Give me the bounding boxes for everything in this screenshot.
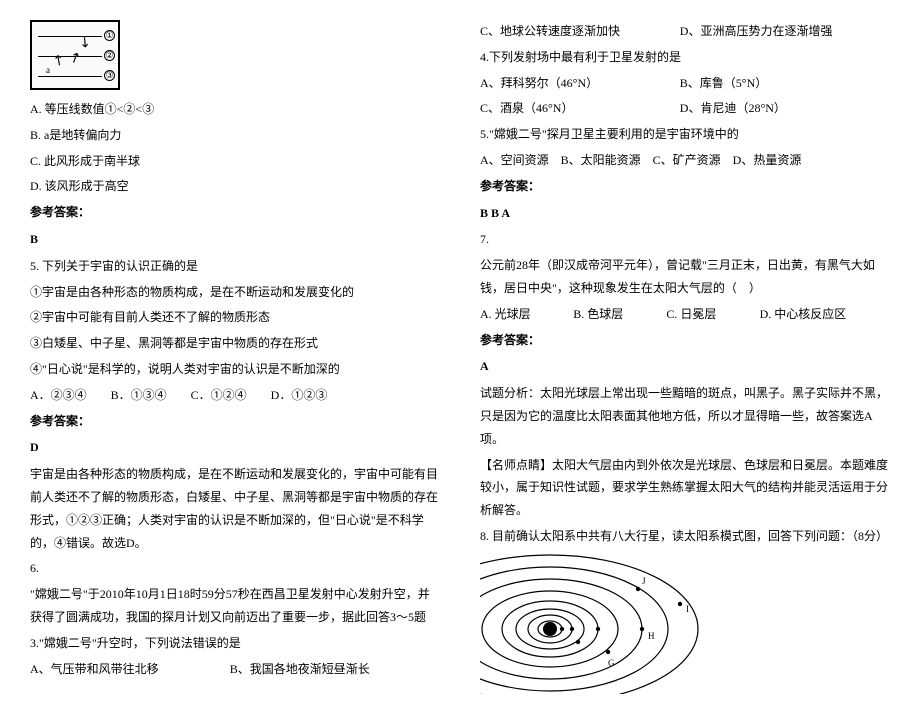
svg-text:J: J xyxy=(642,576,646,586)
opt-d: D. 该风形成于高空 xyxy=(30,175,440,198)
answer-heading-r2: 参考答案： xyxy=(480,329,890,352)
q7-num: 7. xyxy=(480,228,890,251)
q5b-opts: A、空间资源 B、太阳能资源 C、矿产资源 D、热量资源 xyxy=(480,149,890,172)
svg-text:H: H xyxy=(648,631,655,641)
answer-heading: 参考答案： xyxy=(30,201,440,224)
q7-opts: A. 光球层 B. 色球层 C. 日冕层 D. 中心核反应区 xyxy=(480,303,890,326)
q7-b: B. 色球层 xyxy=(573,303,663,326)
q3-d: D、亚洲高压势力在逐渐增强 xyxy=(680,20,877,43)
q3-a: A、气压带和风带往北移 xyxy=(30,658,227,681)
q7-stem: 公元前28年（即汉成帝河平元年），曾记载"三月正末，日出黄，有黑气大如钱，居日中… xyxy=(480,254,890,300)
answer-4: B xyxy=(30,228,440,251)
right-column: C、地球公转速度逐渐加快 D、亚洲高压势力在逐渐增强 4.下列发射场中最有利于卫… xyxy=(480,20,890,694)
q7-d: D. 中心核反应区 xyxy=(760,303,883,326)
q7-a: A. 光球层 xyxy=(480,303,570,326)
q7-exp2: 【名师点睛】太阳大气层由内到外依次是光球层、色球层和日冕层。本题难度较小，属于知… xyxy=(480,454,890,522)
isobar-diagram: ① ② ③ ↗ ↗ ↘ a xyxy=(30,20,120,90)
q5-stem: 5. 下列关于宇宙的认识正确的是 xyxy=(30,255,440,278)
q7-exp1: 试题分析：太阳光球层上常出现一些黯暗的斑点，叫黑子。黑子实际并不黑，只是因为它的… xyxy=(480,382,890,450)
opt-a: A. 等压线数值①<②<③ xyxy=(30,98,440,121)
q5-explanation: 宇宙是由各种形态的物质构成，是在不断运动和发展变化的，宇宙中可能有目前人类还不了… xyxy=(30,463,440,554)
q5-4: ④"日心说"是科学的，说明人类对宇宙的认识是不断加深的 xyxy=(30,358,440,381)
opt-c: C. 此风形成于南半球 xyxy=(30,150,440,173)
q4-stem: 4.下列发射场中最有利于卫星发射的是 xyxy=(480,46,890,69)
svg-text:I: I xyxy=(686,604,689,614)
q6-num: 6. xyxy=(30,557,440,580)
circled-2: ② xyxy=(104,50,115,61)
q5-2: ②宇宙中可能有目前人类还不了解的物质形态 xyxy=(30,306,440,329)
q6-stem: "嫦娥二号"于2010年10月1日18时59分57秒在西昌卫星发射中心发射升空，… xyxy=(30,583,440,629)
solar-system-diagram: G H I J xyxy=(480,554,730,694)
q5-opts: A．②③④ B．①③④ C．①②④ D．①②③ xyxy=(30,384,440,407)
q3-opts-ab: A、气压带和风带往北移 B、我国各地夜渐短昼渐长 xyxy=(30,658,440,681)
q4-b: B、库鲁（5°N） xyxy=(680,72,877,95)
q7-c: C. 日冕层 xyxy=(666,303,756,326)
circled-3: ③ xyxy=(104,70,115,81)
q4-opts-ab: A、拜科努尔（46°N） B、库鲁（5°N） xyxy=(480,72,890,95)
q3-c: C、地球公转速度逐渐加快 xyxy=(480,20,677,43)
q3-opts-cd: C、地球公转速度逐渐加快 D、亚洲高压势力在逐渐增强 xyxy=(480,20,890,43)
answer-345: B B A xyxy=(480,202,890,225)
q4-c: C、酒泉（46°N） xyxy=(480,97,677,120)
answer-heading-r: 参考答案： xyxy=(480,175,890,198)
circled-1: ① xyxy=(104,30,115,41)
q8-stem: 8. 目前确认太阳系中共有八大行星，读太阳系模式图，回答下列问题：（8分） xyxy=(480,525,890,548)
q4-opts-cd: C、酒泉（46°N） D、肯尼迪（28°N） xyxy=(480,97,890,120)
answer-7: A xyxy=(480,355,890,378)
q4-a: A、拜科努尔（46°N） xyxy=(480,72,677,95)
opt-b: B. a是地转偏向力 xyxy=(30,124,440,147)
q3-b: B、我国各地夜渐短昼渐长 xyxy=(230,658,427,681)
q5-3: ③白矮星、中子星、黑洞等都是宇宙中物质的存在形式 xyxy=(30,332,440,355)
q5b-stem: 5."嫦娥二号"探月卫星主要利用的是宇宙环境中的 xyxy=(480,123,890,146)
q5-1: ①宇宙是由各种形态的物质构成，是在不断运动和发展变化的 xyxy=(30,281,440,304)
answer-heading-2: 参考答案： xyxy=(30,410,440,433)
left-column: ① ② ③ ↗ ↗ ↘ a A. 等压线数值①<②<③ B. a是地转偏向力 C… xyxy=(30,20,440,694)
q3-stem: 3."嫦娥二号"升空时，下列说法错误的是 xyxy=(30,632,440,655)
svg-text:G: G xyxy=(608,658,615,668)
q4-d: D、肯尼迪（28°N） xyxy=(680,97,877,120)
answer-5: D xyxy=(30,436,440,459)
